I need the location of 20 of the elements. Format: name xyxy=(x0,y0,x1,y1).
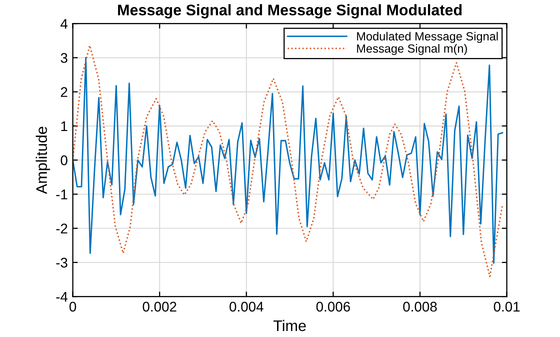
y-tick-label: -3 xyxy=(56,258,68,268)
y-tick-label: 0 xyxy=(60,155,68,166)
y-tick-label: -4 xyxy=(56,292,68,302)
y-tick-label: 4 xyxy=(60,19,68,29)
x-tick-label: 0.002 xyxy=(142,302,176,312)
x-tick-label: 0.006 xyxy=(316,302,350,312)
x-tick-label: 0.008 xyxy=(403,302,437,312)
y-axis-title: Amplitude xyxy=(36,126,50,194)
y-tick-label: -2 xyxy=(56,224,68,234)
x-tick-label: 0.01 xyxy=(494,302,520,312)
y-tick-label: 1 xyxy=(61,121,68,131)
chart-title: Message Signal and Message Signal Modulated xyxy=(118,4,462,18)
x-axis-title: Time xyxy=(273,320,306,332)
x-tick-label: 0.004 xyxy=(230,302,264,312)
legend-label: Modulated Message Signal xyxy=(357,32,498,43)
y-tick-label: 2 xyxy=(60,87,68,97)
x-tick-label: 0 xyxy=(69,302,76,312)
legend-label: Message Signal m(n) xyxy=(357,44,467,56)
y-tick-label: 3 xyxy=(60,53,68,63)
y-tick-label: -1 xyxy=(56,190,68,200)
